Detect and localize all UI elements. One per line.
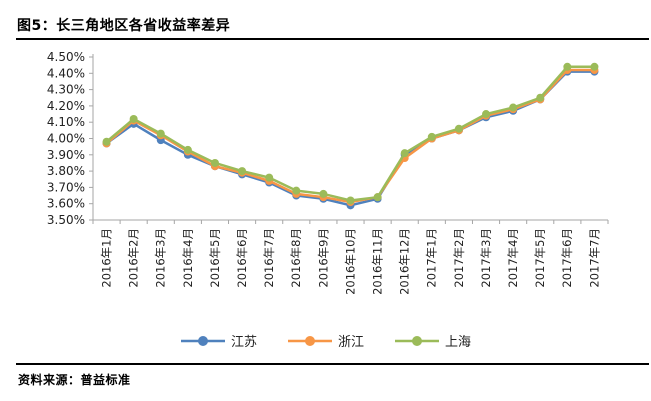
legend-item-jiangsu: 江苏 (180, 331, 257, 350)
svg-text:2016年5月: 2016年5月 (208, 228, 222, 288)
legend-label-shanghai: 上海 (445, 335, 472, 350)
svg-text:2016年9月: 2016年9月 (316, 228, 330, 288)
svg-text:2017年3月: 2017年3月 (479, 228, 493, 288)
data-source-note: 资料来源：普益标准 (18, 373, 131, 387)
svg-text:2016年8月: 2016年8月 (289, 228, 303, 288)
zhejiang-line-marker-icon (287, 335, 332, 346)
chart-area: 4.50% 4.40% 4.30% 4.20% 4.10% 4.00% 3.90% 3.80%… (0, 45, 651, 330)
svg-text:4.50%: 4.50% (47, 50, 85, 64)
svg-text:2017年1月: 2017年1月 (425, 228, 439, 288)
svg-text:3.90%: 3.90% (47, 148, 85, 162)
legend-item-shanghai: 上海 (394, 331, 471, 350)
svg-text:4.40%: 4.40% (47, 66, 85, 80)
svg-text:3.60%: 3.60% (47, 197, 85, 211)
jiangsu-line-marker-icon (180, 335, 225, 346)
svg-text:2016年6月: 2016年6月 (235, 228, 249, 288)
legend-label-zhejiang: 浙江 (337, 335, 364, 350)
svg-text:4.20%: 4.20% (47, 99, 85, 113)
yield-line-chart: 4.50% 4.40% 4.30% 4.20% 4.10% 4.00% 3.90% 3.80%… (47, 50, 609, 295)
svg-text:4.00%: 4.00% (47, 132, 85, 146)
svg-text:4.30%: 4.30% (47, 83, 85, 97)
svg-text:2016年10月: 2016年10月 (343, 228, 357, 295)
svg-text:2016年11月: 2016年11月 (371, 228, 385, 295)
svg-text:3.80%: 3.80% (47, 164, 85, 178)
chart-legend: 江苏 浙江 上海 (0, 331, 651, 350)
svg-text:2016年7月: 2016年7月 (262, 228, 276, 288)
title-divider (16, 38, 649, 40)
legend-label-jiangsu: 江苏 (230, 335, 257, 350)
svg-text:2016年2月: 2016年2月 (127, 228, 141, 288)
svg-text:2016年4月: 2016年4月 (181, 228, 195, 288)
shanghai-line-marker-icon (395, 335, 439, 346)
legend-item-zhejiang: 浙江 (287, 331, 364, 350)
svg-text:2016年12月: 2016年12月 (398, 228, 412, 295)
svg-text:2016年1月: 2016年1月 (99, 228, 113, 288)
svg-text:3.70%: 3.70% (47, 180, 85, 194)
figure-title: 图5：长三角地区各省收益率差异 (17, 18, 231, 34)
svg-text:2017年2月: 2017年2月 (452, 228, 466, 288)
svg-text:4.10%: 4.10% (47, 115, 85, 129)
svg-text:2017年5月: 2017年5月 (533, 228, 547, 288)
footer-divider (16, 363, 649, 365)
svg-text:2017年7月: 2017年7月 (587, 228, 601, 288)
svg-text:3.50%: 3.50% (47, 213, 85, 227)
svg-text:2017年4月: 2017年4月 (506, 228, 520, 288)
svg-text:2017年6月: 2017年6月 (560, 228, 574, 288)
svg-text:2016年3月: 2016年3月 (154, 228, 168, 288)
